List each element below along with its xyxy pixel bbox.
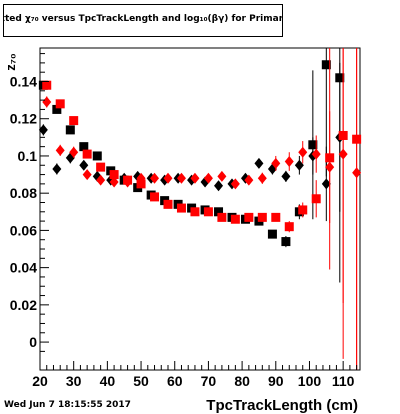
- data-point: [244, 174, 254, 186]
- data-point: [82, 149, 92, 159]
- data-point: [244, 212, 254, 222]
- data-point: [321, 178, 331, 190]
- data-point: [311, 148, 321, 160]
- data-point: [311, 194, 321, 204]
- data-point: [136, 172, 146, 184]
- y-tick-label: 0: [29, 334, 37, 350]
- data-point: [214, 180, 224, 192]
- data-point: [217, 212, 227, 222]
- data-point: [230, 214, 240, 224]
- y-tick-label: 0.1: [18, 148, 38, 164]
- data-point: [52, 104, 62, 114]
- x-tick-label: 20: [32, 373, 48, 389]
- data-point: [281, 170, 291, 182]
- series-layer: [38, 48, 362, 370]
- data-point: [38, 124, 48, 136]
- x-tick-label: 80: [234, 373, 250, 389]
- x-axis-title: TpcTrackLength (cm): [206, 397, 358, 414]
- x-tick-label: 90: [268, 373, 284, 389]
- y-tick-label: 0.02: [10, 297, 37, 313]
- data-point: [254, 157, 264, 169]
- x-tick-label: 40: [100, 373, 116, 389]
- timestamp: Wed Jun 7 18:15:55 2017: [4, 400, 131, 410]
- data-point: [163, 199, 173, 209]
- data-point: [123, 176, 133, 188]
- data-point: [352, 167, 362, 179]
- data-point: [230, 178, 240, 190]
- data-point: [96, 162, 106, 172]
- data-point: [82, 169, 92, 181]
- data-point: [79, 142, 89, 152]
- data-point: [55, 144, 65, 156]
- plot-frame: [39, 47, 361, 371]
- data-point: [257, 212, 267, 222]
- x-tick-label: 110: [332, 373, 355, 389]
- x-tick-label: 60: [167, 373, 183, 389]
- data-point: [294, 159, 304, 171]
- data-point: [150, 172, 160, 184]
- data-point: [271, 157, 281, 169]
- x-tick-label: 100: [298, 373, 322, 389]
- data-point: [298, 146, 308, 158]
- data-point: [203, 207, 213, 217]
- x-tick-label: 50: [133, 373, 149, 389]
- data-point: [190, 172, 200, 184]
- data-point: [79, 159, 89, 171]
- y-tick-label: 0.12: [10, 111, 37, 127]
- data-point: [214, 207, 224, 217]
- data-point: [321, 60, 331, 70]
- data-point: [52, 163, 62, 175]
- data-point: [284, 156, 294, 168]
- y-tick-label: 0.08: [10, 185, 37, 201]
- y-axis-title: z₇₀: [3, 53, 18, 71]
- data-point: [217, 170, 227, 182]
- data-point: [281, 237, 291, 247]
- title-box: fitted χ₇₀ versus TpcTrackLength and log…: [3, 4, 283, 37]
- data-point: [284, 222, 294, 232]
- data-point: [257, 172, 267, 184]
- data-point: [150, 192, 160, 202]
- data-point: [69, 146, 79, 158]
- y-tick-label: 0.14: [10, 74, 37, 90]
- data-point: [109, 176, 119, 188]
- data-point: [176, 172, 186, 184]
- y-tick-label: 0.04: [10, 260, 37, 276]
- data-point: [338, 148, 348, 160]
- data-point: [96, 174, 106, 186]
- data-point: [203, 172, 213, 184]
- data-point: [42, 80, 52, 90]
- y-tick-label: 0.06: [10, 222, 37, 238]
- data-point: [55, 99, 65, 109]
- data-point: [109, 170, 119, 180]
- data-point: [325, 161, 335, 173]
- data-point: [136, 179, 146, 189]
- series-1: [38, 62, 345, 222]
- series-3: [42, 48, 362, 370]
- data-point: [267, 229, 277, 239]
- data-point: [190, 207, 200, 217]
- data-point: [42, 96, 52, 108]
- data-point: [65, 125, 75, 135]
- x-tick-label: 70: [201, 373, 217, 389]
- chart-title: fitted χ₇₀ versus TpcTrackLength and log…: [4, 14, 283, 24]
- data-point: [69, 116, 79, 126]
- axis-layer: 20 30 40 50 60 70 80 90 100 110 0 0.02 0.04 0.06 0.08 0…: [10, 53, 358, 389]
- data-point: [271, 212, 281, 222]
- data-point: [163, 172, 173, 184]
- data-point: [176, 203, 186, 213]
- data-point: [298, 205, 308, 215]
- x-tick-label: 30: [66, 373, 82, 389]
- data-point: [92, 151, 102, 161]
